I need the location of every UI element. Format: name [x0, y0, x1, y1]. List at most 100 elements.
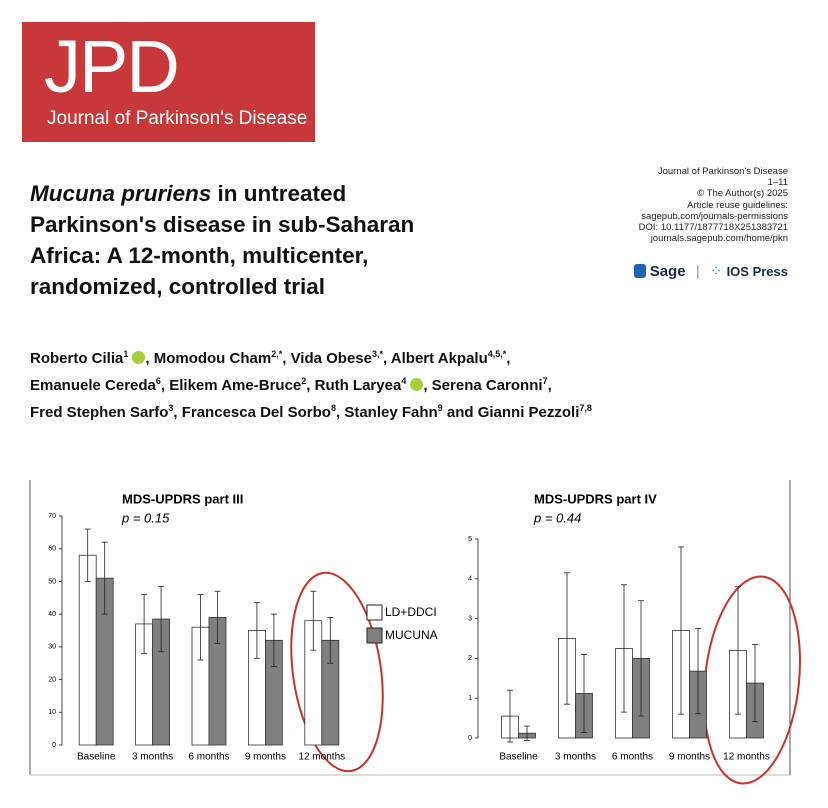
orcid-icon [410, 378, 424, 391]
chart-title: MDS-UPDRS part IV [534, 491, 657, 506]
y-tick-label: 2 [468, 655, 472, 662]
meta-line: © The Author(s) 2025 [697, 188, 788, 200]
y-tick-label: 1 [468, 695, 472, 702]
separator: , [506, 350, 511, 367]
x-tick-label: 6 months [188, 752, 229, 763]
title-italic: Mucuna pruriens [30, 181, 212, 206]
article-title: Mucuna pruriens in untreated Parkinson's … [30, 178, 414, 302]
separator: , [335, 404, 345, 421]
title-text: Parkinson's disease in sub-Saharan [30, 212, 415, 237]
x-tick-label: 9 months [669, 752, 710, 763]
title-line: Parkinson's disease in sub-Saharan [30, 209, 414, 240]
title-line: randomized, controlled trial [30, 271, 414, 302]
author-name: Stanley Fahn [344, 404, 438, 421]
article-meta: Journal of Parkinson's Disease 1–11 © The … [639, 166, 788, 244]
author-line: Roberto Cilia1, Momodou Cham2,*, Vida Ob… [30, 343, 592, 370]
authors: Roberto Cilia1, Momodou Cham2,*, Vida Ob… [30, 343, 592, 424]
legend-label: LD+DDCI [385, 605, 437, 619]
affiliation: 8 [330, 403, 336, 413]
y-tick-label: 5 [468, 536, 472, 543]
x-tick-label: 9 months [245, 752, 286, 763]
y-tick-label: 60 [48, 546, 56, 553]
separator: , [173, 404, 182, 421]
separator: , [160, 377, 170, 394]
affiliation: 7 [542, 376, 548, 386]
meta-line: sagepub.com/journals-permissions [641, 210, 788, 222]
affiliation: 2,* [271, 349, 283, 359]
author-name: Emanuele Cereda [30, 377, 156, 394]
x-tick-label: 12 months [298, 752, 345, 763]
separator: , [547, 377, 552, 394]
logo-journal: Journal of Parkinson's Disease [47, 108, 308, 129]
separator: , [145, 350, 154, 367]
affiliation: 6 [155, 376, 161, 386]
legend-swatch [366, 604, 383, 621]
author-name: Ruth Laryea [314, 377, 402, 394]
affiliation: 3,* [372, 349, 384, 359]
x-tick-label: 12 months [723, 752, 770, 763]
author-name: Albert Akpalu [390, 350, 488, 367]
affiliation: 1 [123, 349, 129, 359]
title-text: in untreated [211, 181, 347, 206]
separator: , [423, 377, 432, 394]
legend-swatch [366, 627, 383, 644]
y-tick-label: 50 [48, 578, 56, 585]
meta-line: journals.sagepub.com/home/pkn [650, 233, 788, 245]
meta-line: Journal of Parkinson's Disease [657, 166, 788, 177]
x-tick-label: Baseline [77, 752, 116, 763]
title-line: Africa: A 12-month, multicenter, [30, 240, 414, 271]
y-tick-label: 20 [48, 676, 56, 683]
affiliation: 3 [168, 403, 174, 413]
author-name: Elikem Ame-Bruce [169, 377, 302, 394]
title-text: Africa: A 12-month, multicenter, [30, 243, 369, 268]
sage-icon [633, 264, 646, 278]
y-tick-label: 4 [468, 576, 472, 583]
x-tick-label: 6 months [612, 752, 653, 763]
y-tick-label: 0 [468, 735, 472, 742]
meta-line: Article reuse guidelines: [687, 199, 788, 211]
y-tick-label: 0 [52, 742, 56, 749]
x-tick-label: Baseline [499, 752, 538, 763]
highlight-circle [290, 571, 384, 773]
y-tick-label: 70 [48, 513, 56, 520]
author-name: Gianni Pezzoli [477, 404, 580, 421]
separator: , [383, 350, 391, 367]
author-name: Vida Obese [290, 350, 372, 367]
y-tick-label: 40 [48, 611, 56, 618]
chart-title: MDS-UPDRS part III [122, 491, 243, 506]
x-tick-label: 3 months [555, 752, 596, 763]
affiliation: 7,8 [579, 403, 592, 413]
affiliation: 9 [437, 403, 443, 413]
affiliation: 2 [301, 376, 307, 386]
y-tick-label: 30 [48, 644, 56, 651]
legend-label: MUCUNA [385, 628, 438, 642]
bar [78, 554, 97, 746]
logo-abbrev: JPD [44, 25, 180, 108]
author-name: Fred Stephen Sarfo [30, 404, 169, 421]
title-line: Mucuna pruriens in untreated [30, 178, 414, 209]
meta-line: 1–11 [767, 177, 788, 189]
author-name: Roberto Cilia [30, 350, 124, 367]
orcid-icon [132, 351, 146, 364]
chart-subtitle: p = 0.15 [121, 510, 170, 525]
affiliation: 4 [401, 376, 407, 386]
meta-line: DOI: 10.1177/1877718X251383721 [638, 222, 788, 234]
publisher: Sage [649, 263, 686, 280]
author-name: Francesca Del Sorbo [181, 404, 331, 421]
divider: | [695, 263, 700, 280]
separator: , [306, 377, 315, 394]
author-line: Fred Stephen Sarfo3, Francesca Del Sorbo… [30, 397, 592, 424]
author-line: Emanuele Cereda6, Elikem Ame-Bruce2, Rut… [30, 370, 592, 397]
author-name: Momodou Cham [153, 350, 272, 367]
publishers: Sage | ⁘ IOS Press [633, 262, 788, 280]
publisher: IOS Press [726, 264, 788, 279]
ios-icon: ⁘ [709, 263, 723, 280]
y-tick-label: 10 [48, 709, 56, 716]
chart-subtitle: p = 0.44 [533, 510, 581, 525]
journal-logo: JPD Journal of Parkinson's Disease [22, 22, 315, 142]
y-tick-label: 3 [468, 615, 472, 622]
separator: , [282, 350, 291, 367]
affiliation: 4,5,* [487, 349, 507, 359]
